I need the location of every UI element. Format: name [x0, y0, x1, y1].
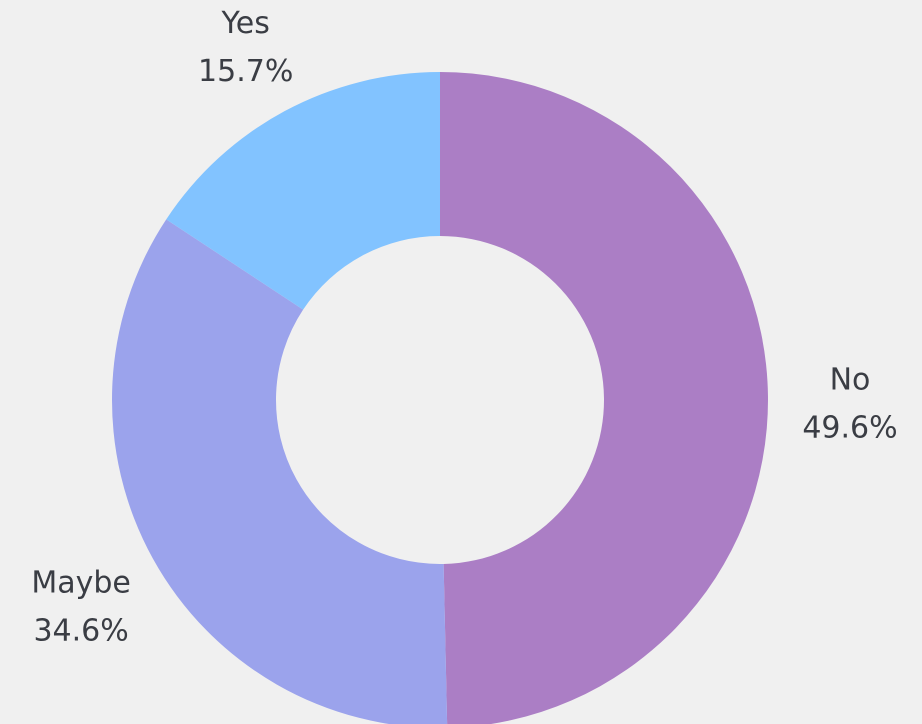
slice-name: No: [830, 362, 871, 397]
donut-slices: [112, 72, 769, 724]
slice-label-maybe: Maybe 34.6%: [31, 565, 131, 648]
slice-label-yes: Yes 15.7%: [198, 6, 293, 89]
slice-labels: No 49.6% Maybe 34.6% Yes 15.7%: [31, 6, 897, 648]
slice-yes: [166, 72, 440, 310]
slice-maybe: [112, 219, 448, 724]
slice-percent: 34.6%: [33, 613, 128, 648]
slice-label-no: No 49.6%: [802, 362, 897, 445]
slice-name: Yes: [220, 6, 269, 41]
slice-name: Maybe: [31, 565, 131, 600]
slice-no: [440, 72, 769, 724]
slice-percent: 49.6%: [802, 410, 897, 445]
slice-percent: 15.7%: [198, 54, 293, 89]
